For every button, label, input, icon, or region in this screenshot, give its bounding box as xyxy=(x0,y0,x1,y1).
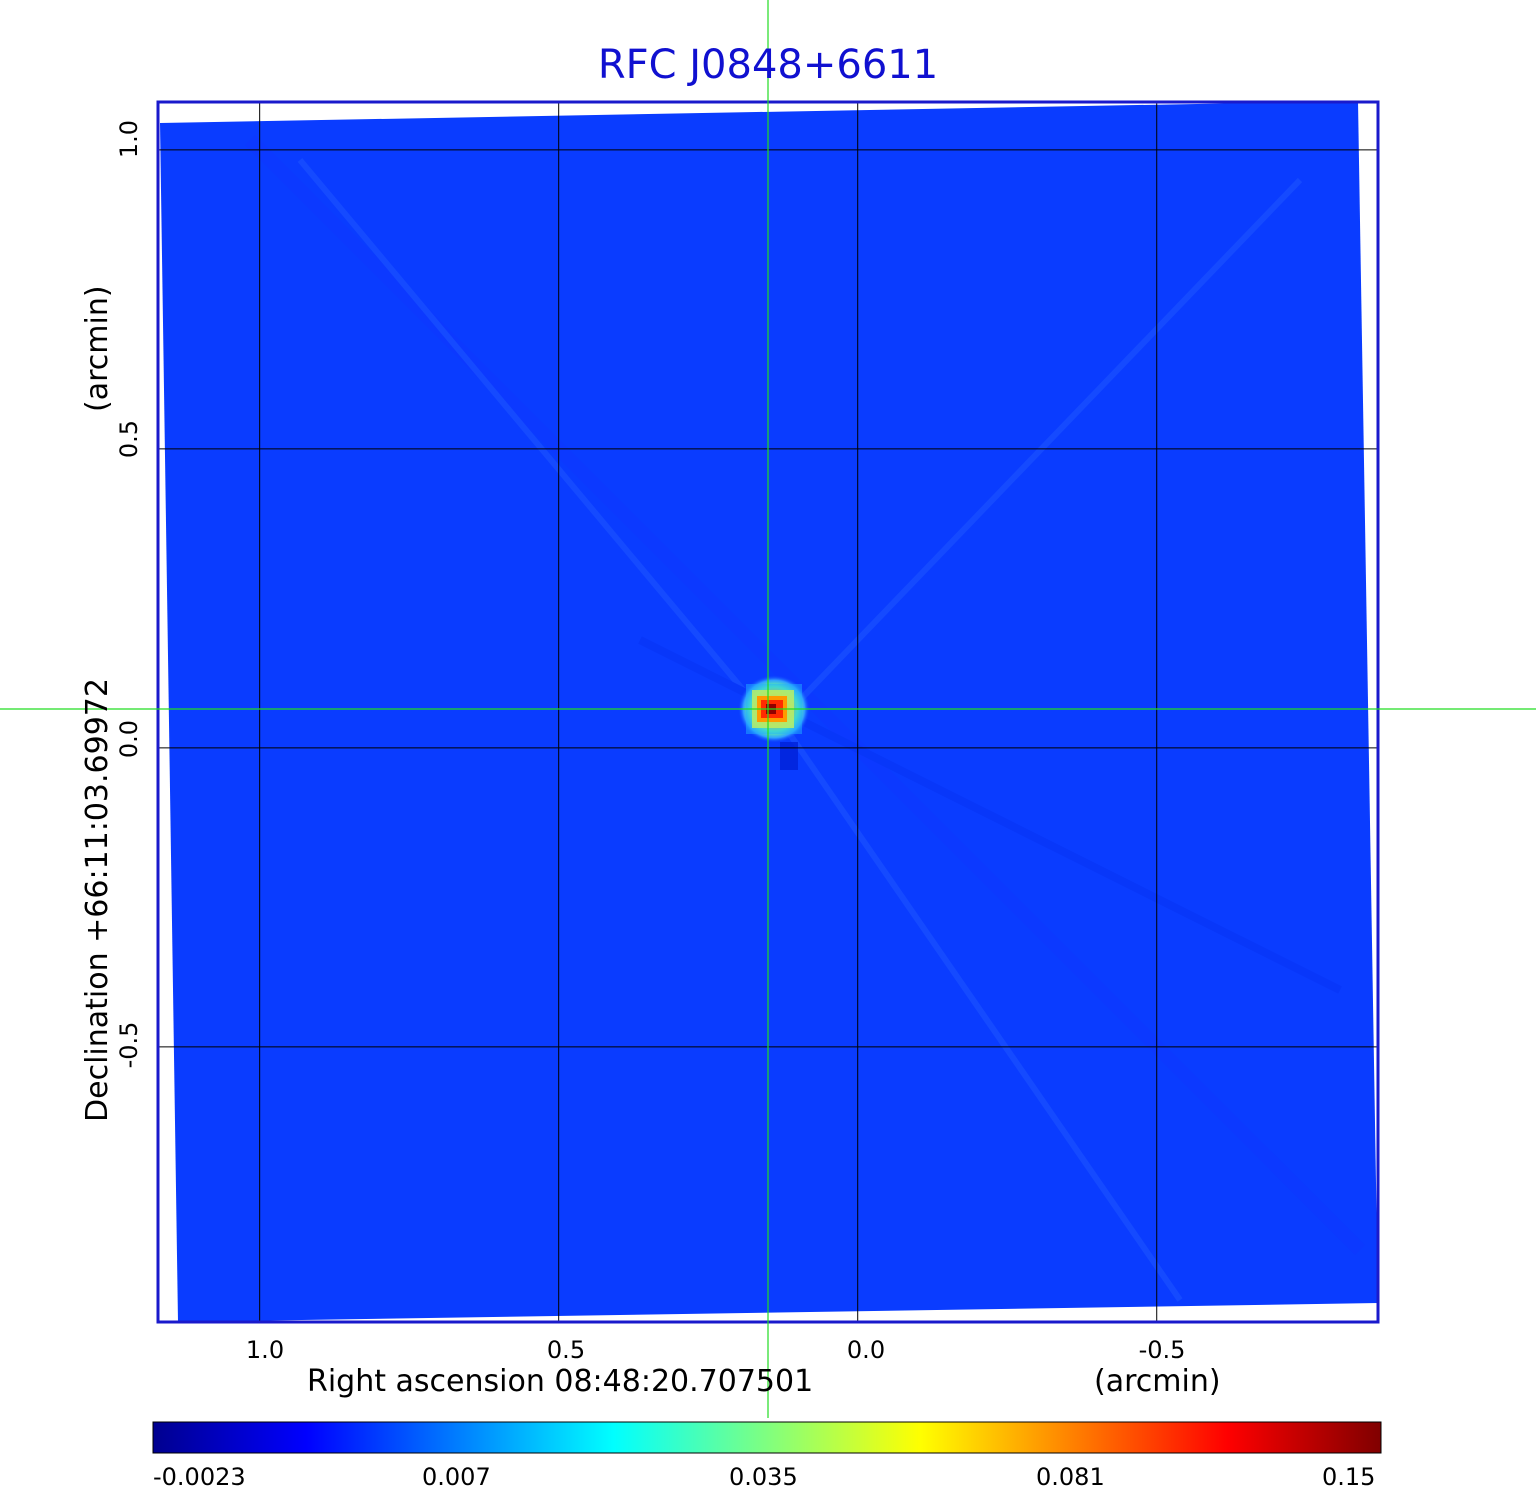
colorbar-tick-label: 0.081 xyxy=(1036,1463,1105,1491)
x-tick-label: 1.0 xyxy=(245,1336,285,1364)
colorbar-tick-label: -0.0023 xyxy=(153,1463,246,1491)
x-axis-label: Right ascension 08:48:20.707501 xyxy=(307,1364,814,1399)
x-tick-label: 0.0 xyxy=(846,1336,886,1364)
y-axis-unit: (arcmin) xyxy=(80,285,115,412)
colorbar-gradient xyxy=(152,1421,1382,1454)
colorbar-tick-label: 0.15 xyxy=(1322,1463,1376,1491)
y-tick-label: 0.0 xyxy=(115,719,143,759)
colorbar-tick-label: 0.007 xyxy=(422,1463,491,1491)
y-tick-label: 1.0 xyxy=(115,119,143,159)
y-tick-label: 0.5 xyxy=(115,419,143,459)
colorbar-tick-label: 0.035 xyxy=(729,1463,798,1491)
x-tick-label: 0.5 xyxy=(546,1336,586,1364)
y-axis-label: Declination +66:11:03.69972 xyxy=(80,678,115,1122)
x-axis-unit: (arcmin) xyxy=(1094,1364,1221,1399)
x-tick-label: -0.5 xyxy=(1138,1336,1186,1364)
y-tick-label: -0.5 xyxy=(115,1021,143,1069)
plot-title: RFC J0848+6611 xyxy=(597,42,939,88)
